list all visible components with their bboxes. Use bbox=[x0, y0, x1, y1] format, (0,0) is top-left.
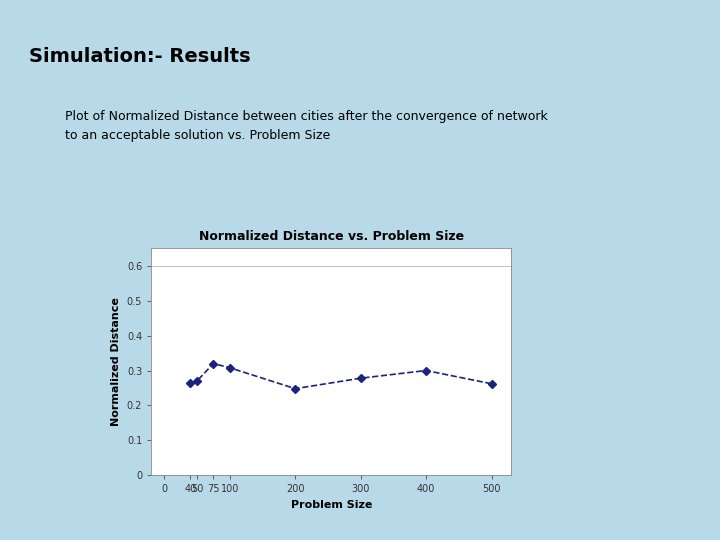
X-axis label: Problem Size: Problem Size bbox=[290, 500, 372, 510]
Text: Simulation:- Results: Simulation:- Results bbox=[29, 47, 251, 66]
Y-axis label: Normalized Distance: Normalized Distance bbox=[112, 298, 121, 426]
Text: Plot of Normalized Distance between cities after the convergence of network: Plot of Normalized Distance between citi… bbox=[65, 110, 547, 123]
Text: to an acceptable solution vs. Problem Size: to an acceptable solution vs. Problem Si… bbox=[65, 129, 330, 141]
Title: Normalized Distance vs. Problem Size: Normalized Distance vs. Problem Size bbox=[199, 230, 464, 243]
